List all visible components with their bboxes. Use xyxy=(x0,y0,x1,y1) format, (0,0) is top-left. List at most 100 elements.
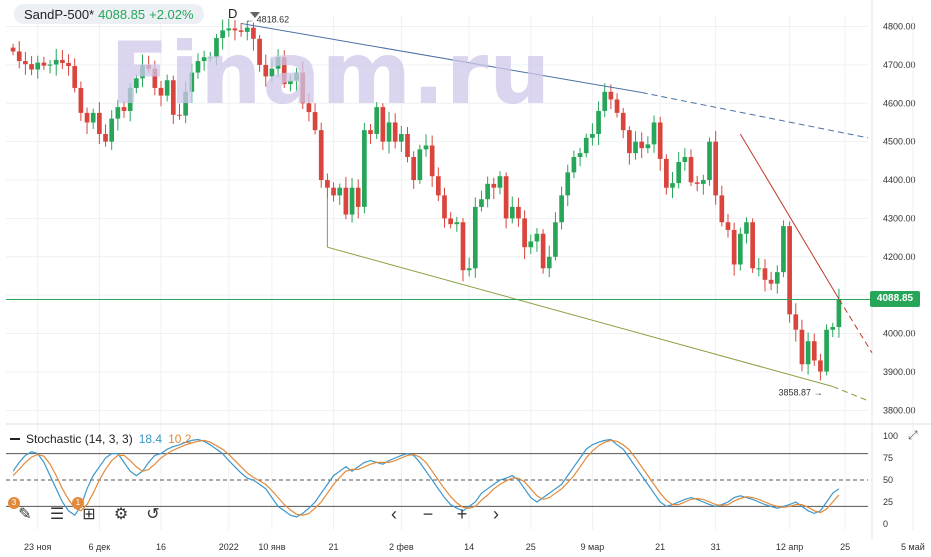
add-indicator-button[interactable]: 1 ⊞ xyxy=(72,497,100,525)
candle-body xyxy=(614,99,620,113)
candle-body xyxy=(429,145,435,177)
candle-body xyxy=(571,157,577,173)
trend-line-lower-ext xyxy=(832,386,869,402)
candle-body xyxy=(121,107,127,111)
candle-body xyxy=(53,59,59,65)
zoom-out-button[interactable]: − xyxy=(417,503,439,525)
candle-body xyxy=(23,61,28,65)
osc-tick-label: 0 xyxy=(883,519,888,529)
trend-line-lower xyxy=(327,246,833,388)
candle-body xyxy=(251,27,256,39)
candle-body xyxy=(830,327,836,330)
candle-body xyxy=(787,226,792,315)
candle-body xyxy=(546,256,552,269)
candle-body xyxy=(300,72,306,104)
stoch-d-line xyxy=(12,439,840,516)
x-tick-label: 12 апр xyxy=(776,542,803,552)
candle-body xyxy=(725,222,731,230)
candle-body xyxy=(664,158,669,188)
trend-line-upper xyxy=(241,22,642,94)
settings-button[interactable]: ⚙ xyxy=(110,503,132,525)
undo-button[interactable]: ↺ xyxy=(142,503,164,525)
candle-body xyxy=(602,91,608,111)
candle-body xyxy=(454,222,460,225)
y-tick-label: 4500.00 xyxy=(883,137,916,147)
candle-body xyxy=(325,180,330,188)
candle-body xyxy=(392,122,398,142)
candle-body xyxy=(355,187,361,207)
scroll-left-button[interactable]: ‹ xyxy=(383,503,405,525)
candle-body xyxy=(497,176,503,188)
candle-body xyxy=(380,107,386,142)
candle-body xyxy=(195,61,201,73)
candle-body xyxy=(805,341,811,365)
candle-body xyxy=(553,222,558,257)
chevron-left-icon: ‹ xyxy=(391,503,397,524)
candle-body xyxy=(312,112,318,131)
candle-body xyxy=(29,64,34,70)
x-tick-label: 9 мар xyxy=(581,542,605,552)
candle-body xyxy=(47,64,53,66)
candle-body xyxy=(164,80,170,96)
candle-body xyxy=(423,145,429,150)
draw-tool-button[interactable]: 3 ✎ xyxy=(8,497,36,525)
candle-body xyxy=(682,157,688,162)
candle-body xyxy=(226,28,232,31)
candle-body xyxy=(799,329,805,365)
candle-body xyxy=(472,206,478,269)
candle-body xyxy=(386,122,392,142)
candle-body xyxy=(288,80,293,85)
candle-body xyxy=(127,87,133,111)
candle-body xyxy=(60,59,65,63)
chevron-right-icon: › xyxy=(493,503,499,524)
candle-body xyxy=(756,268,762,270)
candle-body xyxy=(405,133,410,158)
candle-body xyxy=(170,80,176,115)
candle-body xyxy=(824,329,829,372)
indicator-count-badge: 1 xyxy=(72,497,84,509)
candle-body xyxy=(41,62,47,66)
candle-body xyxy=(244,27,250,32)
candle-body xyxy=(263,64,269,77)
stoch-k-line xyxy=(12,438,840,518)
timeframe-selector[interactable]: D xyxy=(228,6,238,21)
y-tick-label: 3800.00 xyxy=(883,405,916,415)
candle-body xyxy=(207,57,213,59)
candle-body xyxy=(78,87,84,113)
candle-body xyxy=(577,153,583,158)
y-tick-label: 3900.00 xyxy=(883,367,916,377)
x-tick-label: 10 янв xyxy=(258,542,285,552)
x-tick-label: 21 xyxy=(655,542,665,552)
stoch-d-value: 10.2 xyxy=(168,432,192,446)
pencil-icon: ✎ xyxy=(18,506,32,523)
expand-icon[interactable]: ⤢ xyxy=(908,428,918,442)
candle-body xyxy=(269,68,275,77)
osc-tick-label: 100 xyxy=(883,431,898,441)
candle-body xyxy=(448,218,453,225)
candle-body xyxy=(694,182,700,184)
candle-body xyxy=(442,195,447,219)
candle-body xyxy=(349,187,355,215)
symbol-name: SandP-500* xyxy=(24,6,95,22)
x-tick-label: 14 xyxy=(464,542,474,552)
candle-body xyxy=(768,279,774,284)
candle-body xyxy=(781,226,786,273)
drawing-toolbar: 3 ✎ ☰ 1 ⊞ ⚙ ↺ xyxy=(8,497,164,525)
osc-tick-label: 25 xyxy=(883,497,893,507)
oscillator-label: Stochastic (14, 3, 3) xyxy=(26,432,133,446)
candle-body xyxy=(565,172,571,196)
candle-body xyxy=(133,78,139,88)
candle-body xyxy=(774,272,780,284)
x-tick-label: 2 фев xyxy=(389,542,414,552)
list-button[interactable]: ☰ xyxy=(46,503,68,525)
chevron-down-icon[interactable] xyxy=(250,12,260,18)
last-price-label: 4088.85 xyxy=(870,291,920,308)
tool-count-badge: 3 xyxy=(8,497,20,509)
zoom-in-button[interactable]: + xyxy=(451,503,473,525)
candle-body xyxy=(719,195,725,223)
candle-body xyxy=(201,57,207,62)
symbol-header[interactable]: SandP-500* 4088.85 +2.02% xyxy=(14,4,204,24)
scroll-right-button[interactable]: › xyxy=(485,503,507,525)
candle-body xyxy=(793,314,799,330)
